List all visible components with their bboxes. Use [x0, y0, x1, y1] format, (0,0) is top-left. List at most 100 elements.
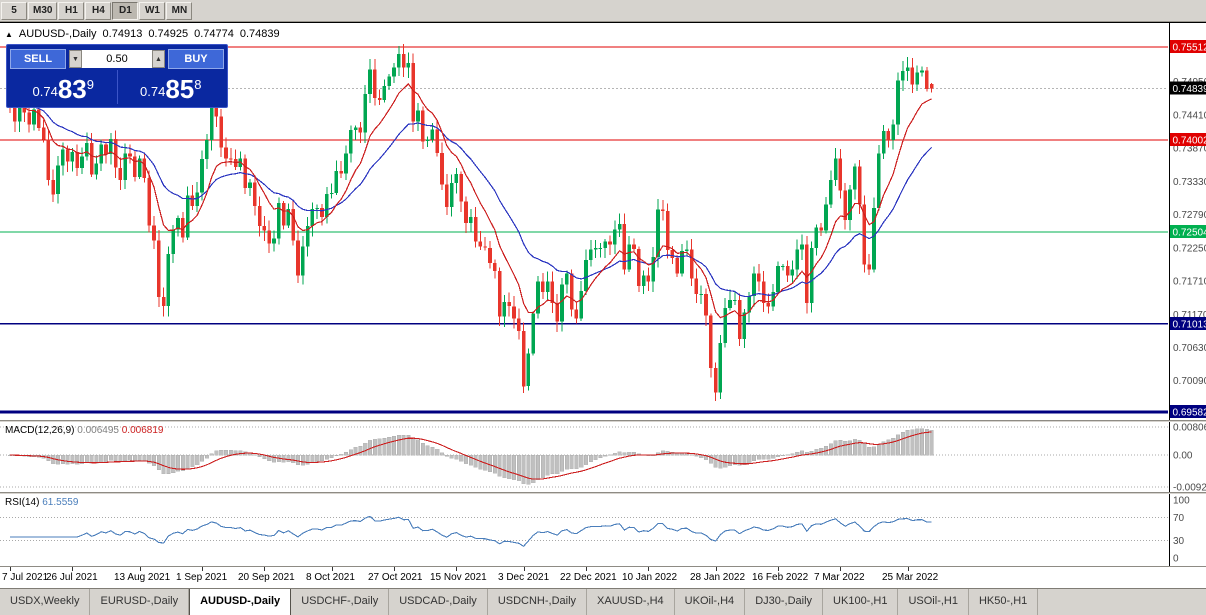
date-tick — [394, 567, 395, 571]
svg-text:0.74002: 0.74002 — [1173, 135, 1206, 146]
macd-value-signal: 0.006819 — [121, 425, 164, 436]
date-label: 27 Oct 2021 — [368, 572, 423, 583]
volume-decrease-button[interactable]: ▼ — [69, 50, 82, 68]
timeframe-MN[interactable]: MN — [166, 1, 193, 20]
symbol-name: AUDUSD-,Daily — [18, 28, 97, 40]
date-label: 13 Aug 2021 — [114, 572, 171, 583]
pane-separator[interactable] — [0, 420, 1206, 422]
date-tick — [648, 567, 649, 571]
volume-input[interactable] — [82, 50, 152, 68]
macd-axis: 0.00806 0.00 -0.00928 — [1169, 422, 1206, 492]
svg-text:0: 0 — [1173, 554, 1179, 565]
volume-stepper: ▼ ▲ — [69, 50, 165, 68]
tab-uk100-h1[interactable]: UK100-,H1 — [823, 589, 899, 615]
svg-text:0.74839: 0.74839 — [1173, 84, 1206, 95]
tab-usdchf-daily[interactable]: USDCHF-,Daily — [291, 589, 390, 615]
svg-text:0.71710: 0.71710 — [1173, 277, 1206, 288]
sell-price[interactable]: 0.74 83 9 — [10, 70, 117, 104]
timeframe-H4[interactable]: H4 — [85, 1, 112, 20]
ohlc-low: 0.74774 — [194, 28, 234, 40]
date-tick — [840, 567, 841, 571]
tab-usoil-h1[interactable]: USOil-,H1 — [898, 589, 969, 615]
date-label: 7 Mar 2022 — [814, 572, 865, 583]
macd-value-main: 0.006495 — [77, 425, 119, 436]
date-tick — [716, 567, 717, 571]
sell-price-sup: 9 — [86, 77, 94, 92]
oneclick-toggle-icon[interactable]: ▲ — [5, 29, 13, 39]
ohlc-close: 0.74839 — [239, 28, 280, 40]
date-label: 26 Jul 2021 — [46, 572, 98, 583]
chart-window: 0.749500.744100.738700.733300.727900.722… — [0, 22, 1206, 588]
date-tick — [72, 567, 73, 571]
chart-tabs-bar: USDX,Weekly EURUSD-,Daily AUDUSD-,Daily USD… — [0, 588, 1206, 615]
ma-slow-line — [9, 102, 933, 297]
rsi-value: 61.5559 — [42, 497, 79, 508]
tab-audusd-daily[interactable]: AUDUSD-,Daily — [189, 589, 292, 615]
date-label: 15 Nov 2021 — [430, 572, 487, 583]
sell-price-big: 83 — [57, 74, 87, 104]
date-tick — [332, 567, 333, 571]
svg-text:-0.00928: -0.00928 — [1173, 483, 1206, 492]
ohlc-open: 0.74913 — [102, 28, 143, 40]
date-tick — [778, 567, 779, 571]
date-axis[interactable]: 7 Jul 2021 26 Jul 2021 13 Aug 2021 1 Sep 20… — [0, 566, 1206, 588]
svg-text:0.00806: 0.00806 — [1173, 423, 1206, 434]
tab-dj30-daily[interactable]: DJ30-,Daily — [745, 589, 824, 615]
rsi-axis: 100 70 30 0 — [1169, 494, 1190, 566]
candles-layer — [8, 44, 934, 401]
svg-text:0.74410: 0.74410 — [1173, 110, 1206, 121]
timeframe-D1[interactable]: D1 — [112, 1, 139, 20]
date-tick — [524, 567, 525, 571]
sell-price-prefix: 0.74 — [32, 84, 58, 99]
price-axis: 0.749500.744100.738700.733300.727900.722… — [1169, 22, 1206, 420]
svg-text:30: 30 — [1173, 536, 1185, 547]
buy-price-prefix: 0.74 — [140, 84, 166, 99]
svg-text:0.70090: 0.70090 — [1173, 376, 1206, 387]
date-label: 8 Oct 2021 — [306, 572, 355, 583]
timeframe-5[interactable]: 5 — [1, 1, 27, 20]
date-label: 10 Jan 2022 — [622, 572, 678, 583]
buy-price[interactable]: 0.74 85 8 — [118, 70, 225, 104]
rsi-pane[interactable]: 100 70 30 0 — [0, 494, 1206, 566]
tab-usdcnh-daily[interactable]: USDCNH-,Daily — [488, 589, 588, 615]
rsi-chart-canvas[interactable]: 100 70 30 0 — [0, 494, 1206, 566]
timeframe-M30[interactable]: M30 — [28, 1, 58, 20]
date-tick — [10, 567, 11, 571]
pane-separator[interactable] — [0, 492, 1206, 494]
macd-signal-line — [9, 431, 932, 480]
rsi-line — [10, 515, 932, 548]
timeframe-W1[interactable]: W1 — [139, 1, 166, 20]
date-label: 22 Dec 2021 — [560, 572, 617, 583]
symbol-header: ▲ AUDUSD-,Daily 0.74913 0.74925 0.74774 … — [5, 28, 280, 40]
svg-text:0.73330: 0.73330 — [1173, 177, 1206, 188]
svg-text:0.72790: 0.72790 — [1173, 210, 1206, 221]
svg-text:0.71170: 0.71170 — [1173, 310, 1206, 321]
tab-hk50-h1[interactable]: HK50-,H1 — [969, 589, 1039, 615]
date-label: 25 Mar 2022 — [882, 572, 939, 583]
tab-ukoil-h4[interactable]: UKOil-,H4 — [675, 589, 746, 615]
tab-usdx-weekly[interactable]: USDX,Weekly — [0, 589, 91, 615]
buy-button[interactable]: BUY — [168, 49, 224, 69]
date-label: 3 Dec 2021 — [498, 572, 550, 583]
svg-text:0.75512: 0.75512 — [1173, 43, 1206, 54]
tab-usdcad-daily[interactable]: USDCAD-,Daily — [389, 589, 488, 615]
date-label: 16 Feb 2022 — [752, 572, 809, 583]
tab-xauusd-h4[interactable]: XAUUSD-,H4 — [587, 589, 675, 615]
date-tick — [140, 567, 141, 571]
date-tick — [456, 567, 457, 571]
ohlc-high: 0.74925 — [148, 28, 189, 40]
date-label: 28 Jan 2022 — [690, 572, 746, 583]
buy-price-sup: 8 — [194, 77, 202, 92]
tab-eurusd-daily[interactable]: EURUSD-,Daily — [90, 589, 190, 615]
trade-panel-controls: SELL ▼ ▲ BUY — [10, 48, 224, 70]
macd-label: MACD(12,26,9) 0.006495 0.006819 — [5, 425, 163, 436]
volume-increase-button[interactable]: ▲ — [152, 50, 165, 68]
date-label: 1 Sep 2021 — [176, 572, 228, 583]
macd-chart-canvas[interactable]: 0.00806 0.00 -0.00928 — [0, 422, 1206, 492]
date-tick — [586, 567, 587, 571]
date-tick — [202, 567, 203, 571]
macd-pane[interactable]: 0.00806 0.00 -0.00928 — [0, 422, 1206, 492]
timeframe-H1[interactable]: H1 — [58, 1, 85, 20]
sell-button[interactable]: SELL — [10, 49, 66, 69]
